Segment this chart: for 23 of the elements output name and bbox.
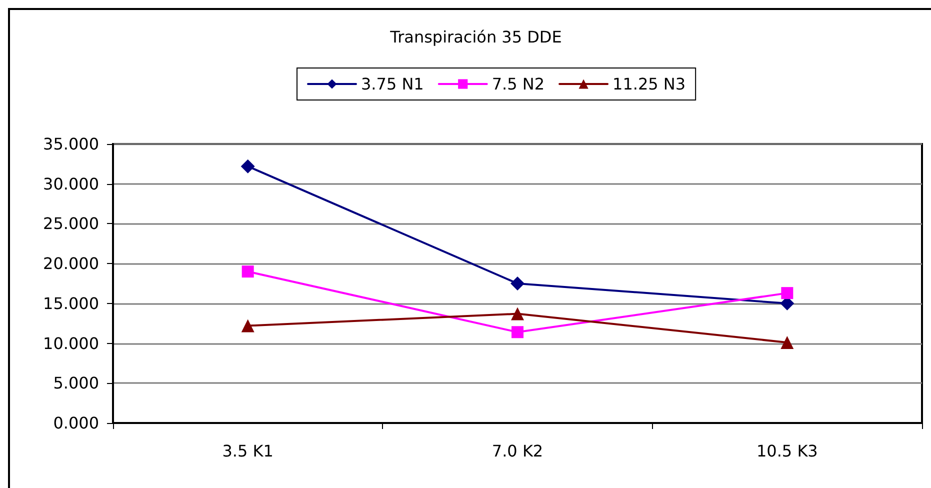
point bbox=[241, 319, 254, 332]
x-tick-label: 7.0 K2 bbox=[492, 442, 544, 460]
point bbox=[240, 159, 255, 174]
y-tick-label: 35.000 bbox=[43, 134, 99, 154]
chart-title: Transpiración 35 DDE bbox=[389, 28, 562, 46]
y-tick-label: 10.000 bbox=[43, 334, 99, 353]
point bbox=[511, 307, 524, 320]
point bbox=[781, 287, 794, 300]
y-tick-label: 20.000 bbox=[43, 254, 99, 274]
point bbox=[242, 266, 254, 278]
point bbox=[510, 276, 524, 290]
point bbox=[780, 336, 794, 349]
y-tick-label: 15.000 bbox=[43, 294, 99, 313]
x-tick-label: 3.5 K1 bbox=[222, 442, 274, 460]
y-tick-label: 5.000 bbox=[53, 374, 99, 393]
legend-label: 3.75 N1 bbox=[361, 74, 424, 94]
x-tick-label: 10.5 K3 bbox=[756, 442, 818, 460]
y-tick-label: 0.000 bbox=[53, 414, 99, 432]
y-tick-label: 25.000 bbox=[43, 214, 99, 234]
legend-label: 11.25 N3 bbox=[612, 74, 686, 94]
point bbox=[512, 326, 524, 338]
legend-label: 7.5 N2 bbox=[492, 74, 545, 94]
y-tick-label: 30.000 bbox=[43, 174, 99, 194]
